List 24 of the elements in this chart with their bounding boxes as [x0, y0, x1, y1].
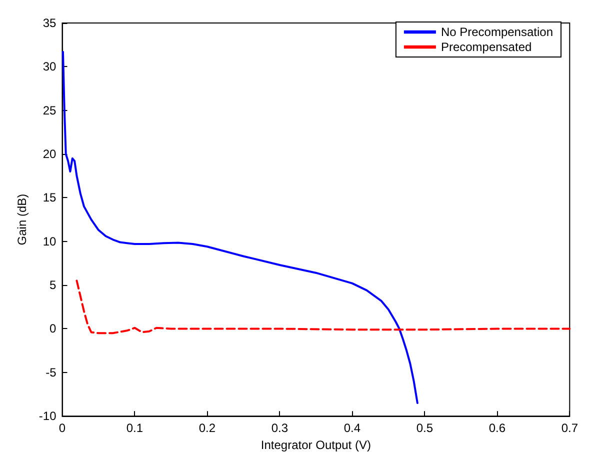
x-tick-label: 0.5	[416, 421, 434, 436]
legend-label: Precompensated	[440, 40, 532, 54]
line-series	[76, 280, 571, 334]
x-tick-label: 0	[58, 421, 66, 436]
y-tick-label: 30	[42, 60, 57, 74]
x-tick-label: 0.3	[271, 421, 288, 436]
x-axis-title: Integrator Output (V)	[260, 438, 371, 452]
y-tick-label: -10	[38, 409, 57, 424]
y-tick-label: 20	[42, 147, 57, 162]
x-tick-label: 0.2	[198, 421, 216, 436]
y-tick-label: 10	[42, 234, 57, 248]
legend-label: No Precompensation	[440, 25, 553, 39]
y-tick-label: -5	[46, 365, 57, 380]
x-tick-label: 0.6	[488, 421, 506, 436]
y-tick-label: 35	[42, 16, 57, 30]
y-tick-label: 5	[50, 278, 57, 292]
x-tick-label: 0.7	[561, 421, 578, 436]
x-tick-label: 0.1	[126, 421, 144, 436]
x-tick-label: 0.4	[344, 421, 361, 436]
y-tick-label: 0	[50, 322, 57, 336]
y-axis-title: Gain (dB)	[15, 194, 29, 246]
y-tick-label: 25	[42, 103, 57, 118]
y-tick-label: 15	[42, 190, 57, 205]
line-series	[62, 50, 418, 404]
